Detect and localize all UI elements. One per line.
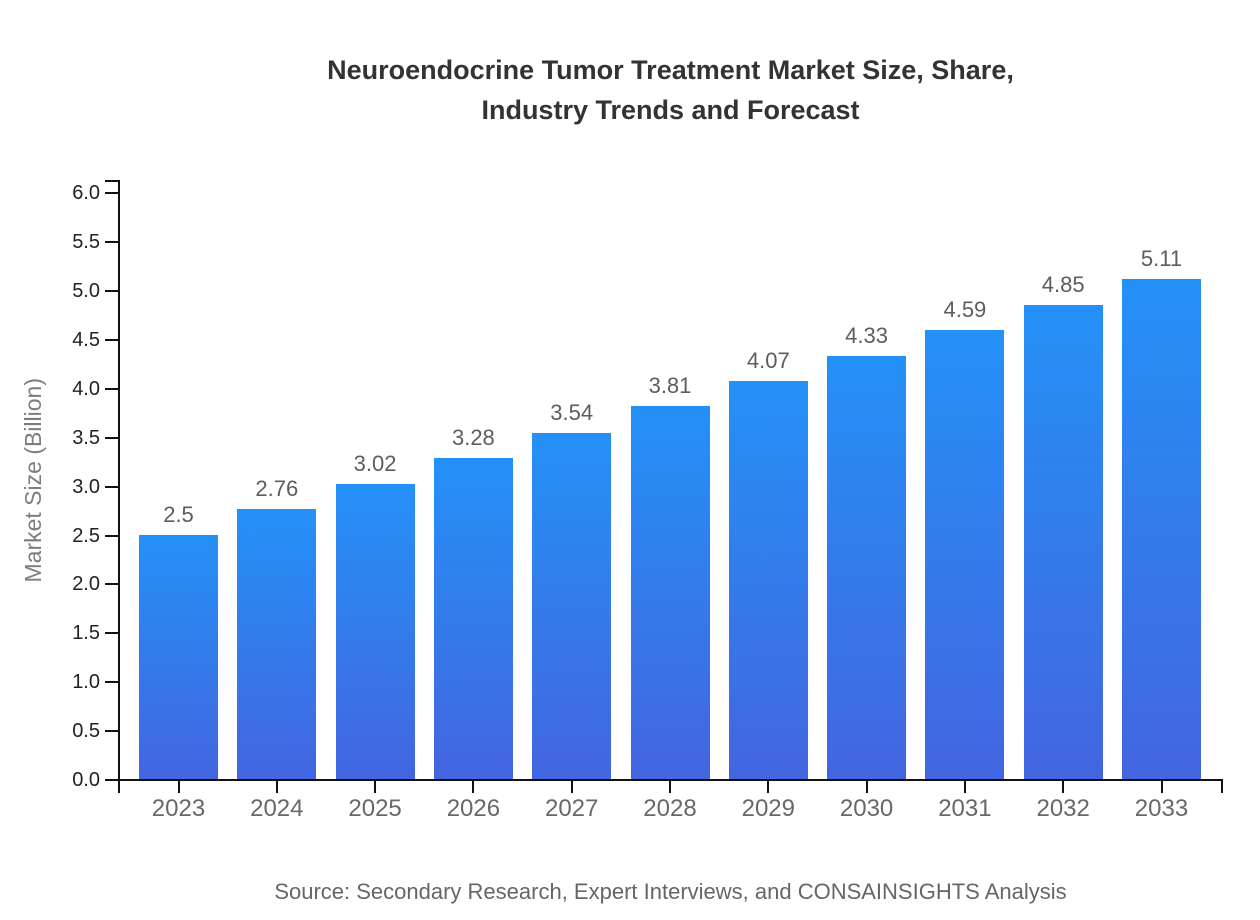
x-tick — [472, 781, 475, 793]
x-tick-label: 2028 — [643, 795, 697, 822]
bar — [827, 355, 907, 779]
y-tick — [105, 241, 118, 244]
chart-title-line-1: Neuroendocrine Tumor Treatment Market Si… — [327, 55, 1014, 85]
x-tick-label: 2030 — [839, 795, 894, 822]
y-tick-label: 6.0 — [72, 182, 100, 205]
bar-value-label: 3.28 — [451, 425, 495, 451]
bar-value-label: 4.33 — [845, 322, 888, 348]
y-tick — [105, 290, 118, 292]
y-tick-label: 5.0 — [72, 280, 100, 302]
bar-value-label: 3.81 — [648, 373, 692, 399]
y-tick — [105, 583, 118, 586]
bar — [139, 534, 218, 779]
y-tick — [105, 681, 118, 684]
y-tick — [105, 436, 118, 439]
x-tick — [767, 781, 770, 793]
y-tick — [105, 192, 118, 195]
bar-value-label: 2.76 — [255, 476, 299, 502]
bar-value-label: 4.07 — [746, 347, 790, 373]
x-axis-start-tick — [118, 781, 120, 793]
y-tick-label: 3.5 — [72, 426, 100, 449]
bar — [237, 509, 317, 779]
x-tick-label: 2025 — [348, 795, 402, 822]
y-tick-label: 4.5 — [72, 328, 100, 351]
y-tick — [105, 485, 118, 488]
y-tick — [105, 534, 118, 537]
x-tick — [963, 781, 966, 793]
y-tick-label: 5.5 — [72, 231, 100, 254]
y-tick-label: 2.5 — [72, 524, 100, 547]
y-tick — [105, 387, 118, 390]
bar — [1023, 304, 1103, 779]
bar-value-label: 4.85 — [1041, 271, 1085, 297]
x-tick — [1062, 781, 1065, 793]
chart-title: Neuroendocrine Tumor Treatment Market Si… — [118, 50, 1223, 130]
bar-value-label: 5.11 — [1140, 246, 1183, 272]
x-tick — [570, 781, 573, 793]
x-tick — [669, 781, 671, 793]
x-tick-label: 2026 — [446, 795, 501, 822]
y-tick — [105, 632, 118, 635]
bar-value-label: 3.02 — [353, 450, 397, 476]
y-tick — [105, 338, 118, 341]
bar — [532, 432, 612, 779]
x-tick — [374, 781, 377, 793]
y-tick — [105, 730, 118, 733]
bar — [728, 380, 808, 779]
bar — [433, 458, 513, 779]
bar — [335, 483, 415, 779]
x-tick — [177, 781, 180, 793]
x-tick-label: 2024 — [250, 795, 304, 822]
bar-value-label: 4.59 — [943, 297, 987, 323]
y-tick-label: 0.5 — [72, 720, 100, 743]
x-tick-label: 2027 — [544, 795, 599, 822]
y-tick-label: 1.5 — [72, 622, 100, 645]
x-tick — [1160, 781, 1163, 793]
x-tick — [275, 781, 278, 793]
y-tick — [105, 779, 118, 781]
x-axis-end-tick — [1221, 781, 1223, 793]
bar — [1122, 279, 1201, 779]
bar — [630, 406, 710, 779]
x-tick-label: 2029 — [741, 795, 795, 822]
x-tick-label: 2031 — [938, 795, 992, 822]
bar — [925, 330, 1005, 779]
y-axis-end-cap — [105, 180, 118, 182]
y-tick-label: 2.0 — [72, 573, 100, 596]
x-tick-label: 2032 — [1036, 795, 1090, 822]
bar-value-label: 3.54 — [550, 399, 594, 425]
x-tick-label: 2023 — [151, 795, 206, 822]
bar-value-label: 2.5 — [163, 501, 194, 527]
y-axis-line — [118, 180, 120, 781]
y-tick-label: 1.0 — [72, 671, 100, 694]
source-note: Source: Secondary Research, Expert Inter… — [274, 879, 1067, 904]
y-tick-label: 3.0 — [72, 475, 100, 498]
y-tick-label: 4.0 — [72, 377, 100, 400]
x-tick — [865, 781, 868, 793]
x-axis-line — [118, 779, 1223, 781]
y-tick-label: 0.0 — [72, 769, 100, 791]
chart-title-line-2: Industry Trends and Forecast — [481, 95, 860, 125]
x-tick-label: 2033 — [1134, 795, 1189, 822]
